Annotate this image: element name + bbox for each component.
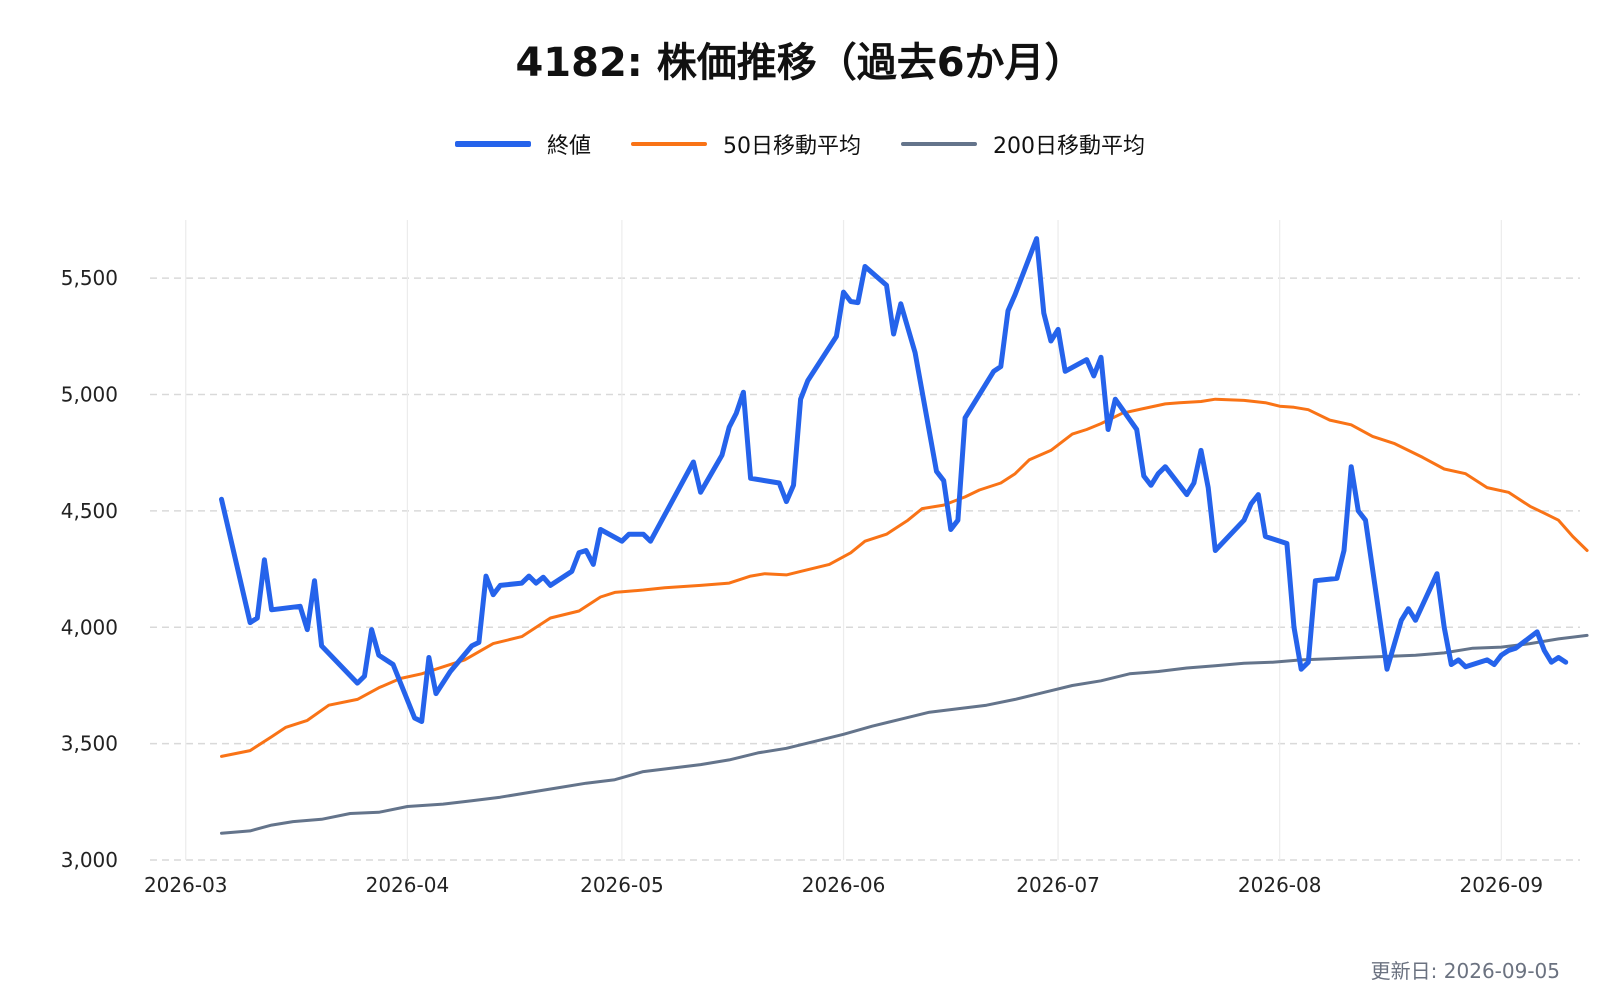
y-tick-label: 3,000 bbox=[61, 848, 118, 872]
x-tick-label: 2026-08 bbox=[1238, 873, 1322, 897]
legend-swatch-ma50 bbox=[631, 142, 707, 146]
legend-label-ma200: 200日移動平均 bbox=[993, 134, 1145, 159]
y-tick-label: 5,000 bbox=[61, 383, 118, 407]
y-tick-label: 4,000 bbox=[61, 615, 118, 639]
legend-swatch-close bbox=[454, 141, 531, 147]
chart-legend: 終値 50日移動平均 200日移動平均 bbox=[0, 128, 1600, 160]
x-tick-label: 2026-09 bbox=[1460, 873, 1544, 897]
x-tick-label: 2026-06 bbox=[802, 873, 886, 897]
ma200-line[interactable] bbox=[220, 633, 1589, 835]
y-tick-label: 4,500 bbox=[61, 499, 118, 523]
ma50-line[interactable] bbox=[220, 397, 1589, 758]
x-axis: 2026-03 2026-04 2026-05 2026-06 2026-07 2026-… bbox=[144, 873, 1543, 897]
updated-date: 更新日: 2026-09-05 bbox=[1370, 959, 1560, 983]
chart-title: 4182: 株価推移（過去6か月） bbox=[515, 40, 1085, 86]
y-tick-label: 3,500 bbox=[61, 732, 118, 756]
legend-label-ma50: 50日移動平均 bbox=[723, 134, 861, 159]
x-tick-label: 2026-03 bbox=[144, 873, 228, 897]
series-layer bbox=[219, 236, 1589, 835]
legend-item-ma50[interactable]: 50日移動平均 bbox=[631, 128, 861, 160]
legend-label-close: 終値 bbox=[546, 134, 591, 159]
x-tick-label: 2026-05 bbox=[580, 873, 664, 897]
y-tick-label: 5,500 bbox=[61, 266, 118, 290]
legend-item-close[interactable]: 終値 bbox=[454, 128, 591, 160]
close-price-line[interactable] bbox=[219, 236, 1569, 724]
x-tick-label: 2026-07 bbox=[1016, 873, 1100, 897]
x-tick-label: 2026-04 bbox=[366, 873, 450, 897]
y-axis: 3,000 3,500 4,000 4,500 5,000 5,500 bbox=[61, 266, 118, 872]
legend-swatch-ma200 bbox=[901, 142, 977, 146]
legend-item-ma200[interactable]: 200日移動平均 bbox=[901, 128, 1145, 160]
